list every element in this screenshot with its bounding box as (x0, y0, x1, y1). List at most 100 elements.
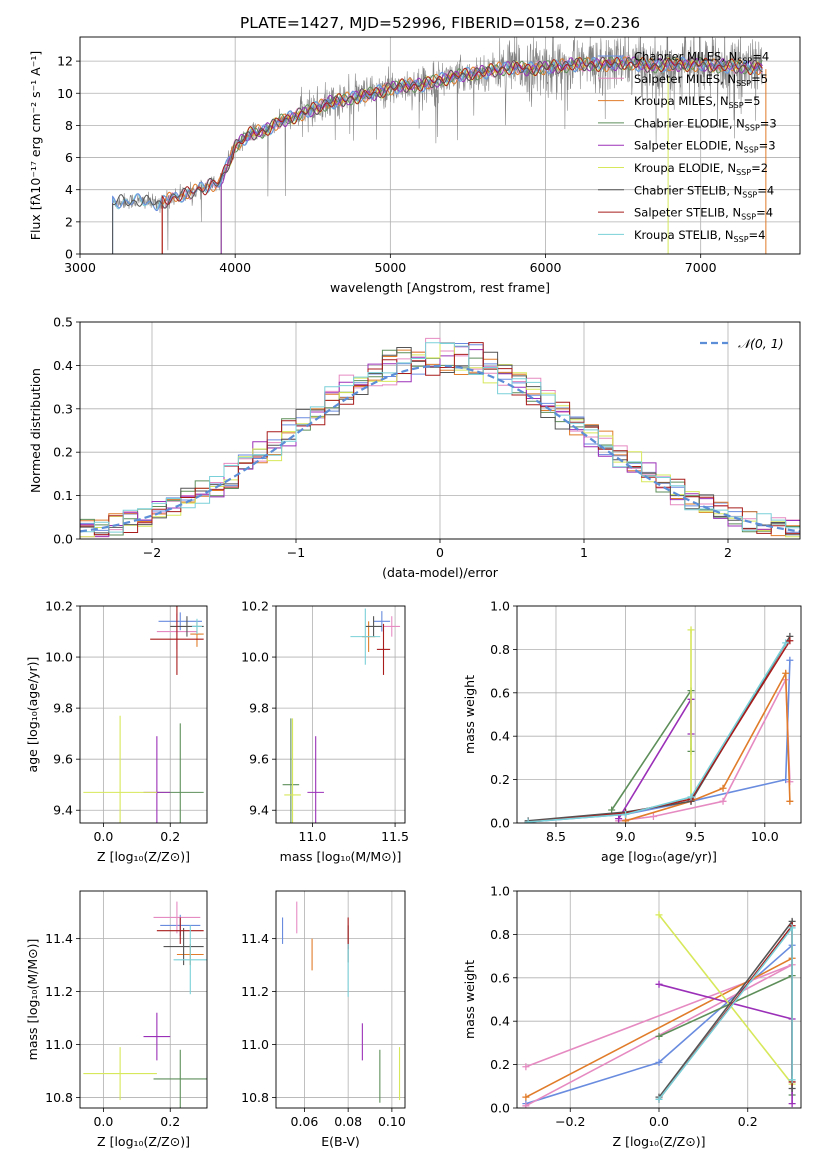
x-axis-label: mass [log₁₀(M/M⊙)] (280, 849, 402, 864)
plot-area (522, 911, 796, 1108)
y-tick-label: 9.4 (53, 803, 73, 818)
axes-age_vs_Z: 0.0 0.2 9.4 9.6 9.8 10.0 10.2 Z [log₁₀(Z/Z⊙)] ag… (25, 599, 208, 864)
y-tick-label: 0.0 (490, 1101, 510, 1116)
y-tick-label: 12 (57, 54, 73, 69)
weight-line-kroupa_miles (625, 670, 791, 822)
axes-frame (79, 605, 208, 824)
weight-marker-kroupa_stelib (782, 639, 790, 647)
x-tick-label: −2 (143, 545, 161, 560)
y-tick-label: 10 (57, 86, 73, 101)
legend-label-salpeter_elodie: Salpeter ELODIE, NSSP=3 (634, 139, 776, 155)
weight-marker-chabrier_miles (786, 656, 794, 664)
x-tick-label: 0.2 (738, 1114, 758, 1129)
x-tick-label: 8.5 (546, 829, 566, 844)
weight-marker-salpeter_miles (649, 812, 657, 820)
errorbar-chabrier_miles (158, 612, 202, 631)
y-tick-label: 0.2 (490, 1057, 510, 1072)
errorbar-salpeter_elodie (307, 736, 324, 823)
weight-line-salpeter_stelib (528, 640, 791, 823)
y-tick-label: 4 (65, 182, 73, 197)
y-tick-label: 11.0 (45, 1037, 73, 1052)
x-tick-label: 0.2 (160, 1114, 180, 1129)
grid (80, 891, 207, 1108)
legend-normal-label: 𝒩(0, 1) (738, 336, 784, 351)
errorbar-chabrier_stelib (365, 616, 382, 637)
x-tick-label: −0.2 (555, 1114, 585, 1129)
x-tick-label: 0.10 (378, 1114, 406, 1129)
weight-marker-kroupa_elodie (687, 626, 695, 634)
y-tick-label: 0.4 (490, 1014, 510, 1029)
y-tick-label: 0.2 (490, 772, 510, 787)
y-axis-label: age [log₁₀(age/yr)] (25, 657, 40, 773)
grid (276, 891, 405, 1108)
y-tick-label: 10.8 (241, 1090, 269, 1105)
weight-marker-kroupa_stelib (622, 810, 630, 818)
errorbar-chabrier_elodie (153, 1049, 207, 1108)
legend-label-salpeter_stelib: Salpeter STELIB, NSSP=4 (634, 206, 773, 222)
axes-frame (79, 321, 801, 540)
weight-marker-kroupa_miles (522, 1093, 530, 1101)
y-tick-label: 0.8 (490, 642, 510, 657)
axes-frame (79, 890, 208, 1109)
grid (517, 605, 801, 824)
y-axis-label: Flux [fλ10⁻¹⁷ erg cm⁻² s⁻¹ A⁻¹] (28, 51, 43, 240)
y-tick-label: 10.2 (241, 599, 269, 614)
y-tick-label: 0.2 (53, 445, 73, 460)
y-tick-label: 10.2 (45, 599, 73, 614)
axes-mass_weight_vs_age: 8.5 9.0 9.5 10.0 0.0 0.2 0.4 0.6 0.8 1.0 age [log₁… (462, 599, 802, 864)
errorbar-salpeter_miles (153, 901, 201, 934)
y-axis-label: mass [log₁₀(M/M⊙)] (25, 939, 40, 1061)
legend-label-salpeter_miles: Salpeter MILES, NSSP=5 (634, 72, 768, 88)
axes-frame (275, 605, 406, 824)
weight-marker-kroupa_miles (719, 784, 727, 792)
normal-curve (80, 364, 800, 533)
weight-marker-kroupa_stelib (655, 1095, 663, 1103)
y-tick-label: 9.8 (53, 701, 73, 716)
legend-label-kroupa_stelib: Kroupa STELIB, NSSP=4 (634, 228, 765, 244)
weight-marker-salpeter_elodie (788, 1100, 796, 1108)
weight-marker-chabrier_stelib (788, 1084, 796, 1092)
axes-age_vs_mass: 11.0 11.5 9.4 9.6 9.8 10.0 10.2 mass [log₁₀(M/M… (241, 599, 409, 865)
x-axis-label: Z [log₁₀(Z/Z⊙)] (97, 849, 190, 864)
errorbar-chabrier_miles (373, 611, 391, 632)
model-line-salpeter_elodie (220, 56, 763, 254)
axes-frame (275, 890, 406, 1109)
y-tick-label: 11.2 (45, 984, 73, 999)
weight-marker-chabrier_miles (782, 776, 790, 784)
weight-marker-chabrier_elodie (655, 1032, 663, 1040)
model-line-chabrier_stelib (112, 56, 763, 254)
errorbar-chabrier_elodie (282, 718, 300, 823)
y-tick-label: 10.0 (241, 650, 269, 665)
plot-area (83, 901, 207, 1108)
model-line-chabrier_miles (112, 55, 763, 254)
grid (80, 605, 207, 823)
axes-mass_vs_Z: 0.0 0.2 10.8 11.0 11.2 11.4 Z [log₁₀(Z/Z⊙)] mas… (25, 890, 208, 1149)
weight-line-chabrier_miles (528, 660, 791, 823)
errorbar-kroupa_elodie (284, 718, 301, 823)
x-tick-label: −1 (287, 545, 305, 560)
histogram-salpeter_stelib (80, 342, 800, 536)
spectrum-legend: Chabrier MILES, NSSP=4 Salpeter MILES, NS… (598, 50, 777, 244)
y-tick-label: 8 (65, 118, 73, 133)
y-tick-label: 0.3 (53, 401, 73, 416)
y-tick-label: 0.6 (490, 970, 510, 985)
x-axis-label: age [log₁₀(age/yr)] (601, 849, 717, 864)
y-tick-label: 11.2 (241, 984, 269, 999)
x-tick-label: 0.0 (93, 1114, 113, 1129)
x-tick-label: 5000 (374, 260, 406, 275)
y-tick-label: 11.0 (241, 1037, 269, 1052)
y-tick-label: 11.4 (45, 931, 73, 946)
axes-mass_weight_vs_Z: −0.2 0.0 0.2 0.0 0.2 0.4 0.6 0.8 1.0 Z [log₁₀(Z/Z… (462, 884, 802, 1149)
y-tick-label: 10.8 (45, 1090, 73, 1105)
histogram-salpeter_elodie (80, 346, 800, 537)
weight-marker-kroupa_stelib (687, 793, 695, 801)
axes-mass_vs_EBV: 0.06 0.08 0.10 10.8 11.0 11.2 11.4 E(B-V) (241, 890, 406, 1149)
axes-frame (516, 605, 802, 824)
x-axis-label: Z [log₁₀(Z/Z⊙)] (613, 1134, 706, 1149)
y-tick-label: 9.6 (249, 752, 269, 767)
axes-residuals: −2 −1 0 1 2 0.0 0.1 0.2 0.3 0.4 0.5 (data-model)/er… (28, 315, 801, 580)
x-axis-label: (data-model)/error (382, 565, 499, 580)
y-tick-label: 0.0 (53, 532, 73, 547)
x-tick-label: 9.0 (616, 829, 636, 844)
